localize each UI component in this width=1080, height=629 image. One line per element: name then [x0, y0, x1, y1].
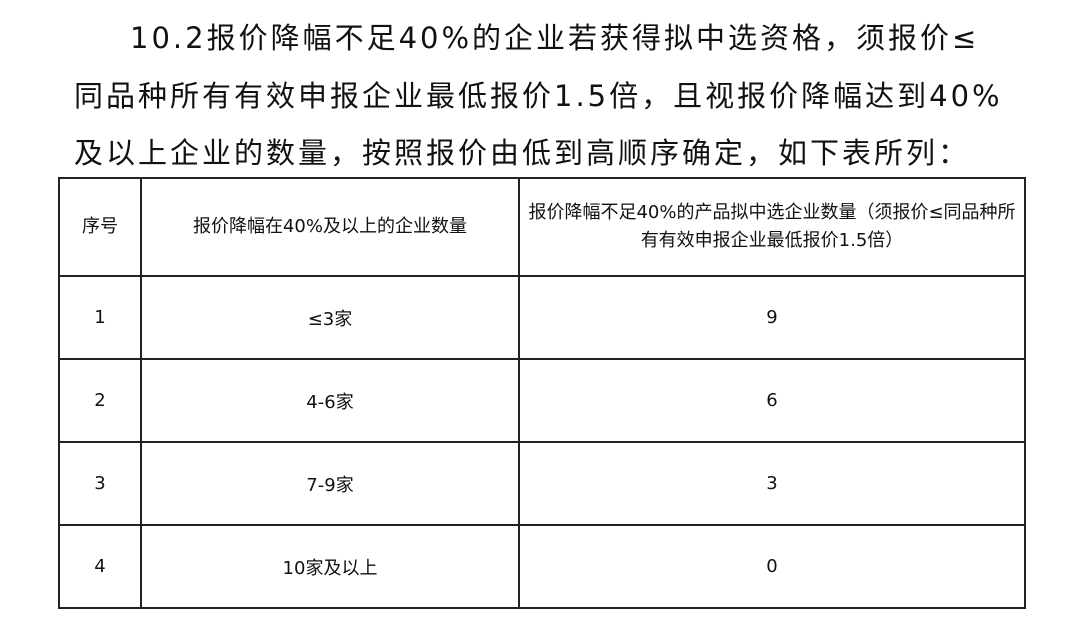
table-row: 1 ≤3家 9: [58, 275, 1026, 360]
cell-selected: 3: [518, 441, 1026, 526]
cell-index: 1: [58, 275, 142, 360]
cell-enterprises: 4-6家: [140, 358, 520, 443]
cell-index: 2: [58, 358, 142, 443]
cell-selected: 9: [518, 275, 1026, 360]
quota-table: 序号 报价降幅在40%及以上的企业数量 报价降幅不足40%的产品拟中选企业数量（…: [58, 177, 1026, 609]
table-header-row: 序号 报价降幅在40%及以上的企业数量 报价降幅不足40%的产品拟中选企业数量（…: [58, 177, 1026, 277]
cell-index: 4: [58, 524, 142, 609]
header-selected-count: 报价降幅不足40%的产品拟中选企业数量（须报价≤同品种所有有效申报企业最低报价1…: [518, 177, 1026, 277]
table-row: 3 7-9家 3: [58, 441, 1026, 526]
cell-enterprises: 7-9家: [140, 441, 520, 526]
table-row: 4 10家及以上 0: [58, 524, 1026, 609]
paragraph-line: 同品种所有有效申报企业最低报价1.5倍，且视报价降幅达到40%: [74, 79, 1003, 113]
cell-index: 3: [58, 441, 142, 526]
header-enterprises-40-plus: 报价降幅在40%及以上的企业数量: [140, 177, 520, 277]
cell-enterprises: ≤3家: [140, 275, 520, 360]
table-row: 2 4-6家 6: [58, 358, 1026, 443]
header-index: 序号: [58, 177, 142, 277]
paragraph-line: 及以上企业的数量，按照报价由低到高顺序确定，如下表所列：: [74, 136, 971, 170]
cell-enterprises: 10家及以上: [140, 524, 520, 609]
paragraph-line: 10.2报价降幅不足40%的企业若获得拟中选资格，须报价≤: [130, 21, 980, 55]
cell-selected: 6: [518, 358, 1026, 443]
cell-selected: 0: [518, 524, 1026, 609]
